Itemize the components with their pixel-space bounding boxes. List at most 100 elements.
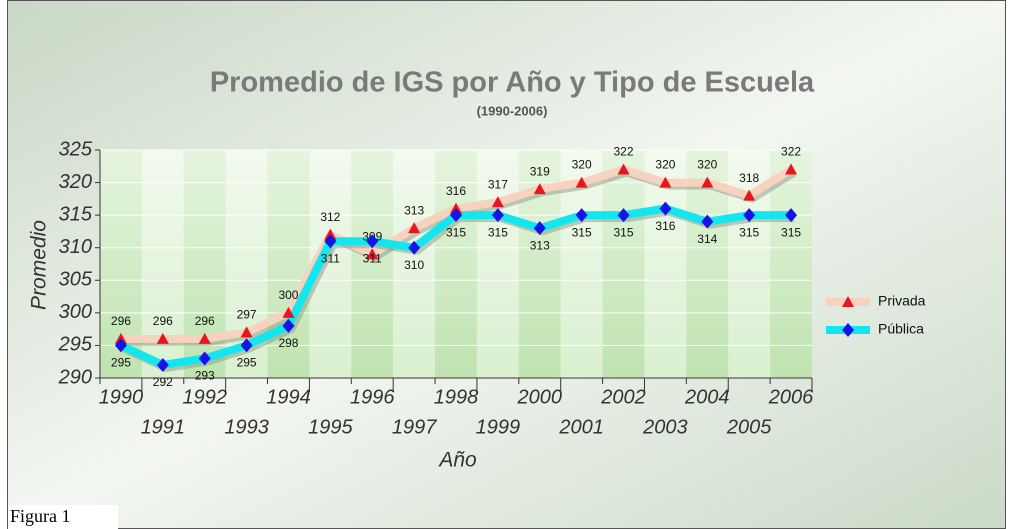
data-label: 315 — [614, 225, 634, 239]
marker — [491, 208, 504, 223]
marker — [701, 214, 714, 229]
x-tick-label: 1991 — [141, 416, 186, 438]
data-label: 318 — [739, 171, 759, 185]
y-tick-label: 295 — [58, 334, 93, 356]
data-label: 312 — [320, 210, 340, 224]
data-label: 296 — [195, 314, 215, 328]
marker — [282, 306, 295, 318]
marker — [575, 176, 588, 188]
data-label: 311 — [363, 251, 382, 265]
plot-band — [435, 150, 477, 378]
data-label: 313 — [404, 203, 424, 217]
plot-band — [393, 150, 436, 378]
marker — [617, 208, 630, 223]
caption-bg — [8, 505, 118, 529]
marker — [324, 234, 337, 249]
data-label: 310 — [404, 258, 424, 272]
x-tick-label: 2005 — [726, 416, 772, 438]
data-label: 317 — [488, 177, 508, 191]
y-tick-label: 320 — [59, 171, 92, 193]
x-tick-label: 1997 — [392, 416, 437, 438]
data-label: 320 — [572, 158, 592, 172]
y-tick-label: 310 — [59, 236, 92, 258]
chart-subtitle: (1990-2006) — [477, 103, 548, 118]
marker — [842, 296, 854, 307]
y-axis-label: Promedio — [28, 220, 51, 310]
x-tick-label: 1992 — [182, 386, 227, 408]
marker — [575, 208, 588, 223]
data-label: 292 — [153, 375, 173, 389]
marker — [533, 183, 546, 195]
data-label: 295 — [111, 356, 131, 370]
x-tick-label: 2000 — [517, 386, 563, 408]
marker — [450, 202, 462, 214]
data-label: 300 — [278, 288, 298, 302]
legend-label: Pública — [878, 321, 924, 337]
x-tick-label: 2006 — [768, 386, 814, 408]
marker — [324, 228, 337, 240]
y-tick-label: 315 — [59, 203, 93, 225]
y-tick-label: 305 — [59, 269, 93, 291]
data-label: 314 — [697, 232, 717, 246]
caption: Figura 1 — [10, 506, 71, 526]
x-tick-label: 1994 — [266, 386, 311, 408]
data-label: 315 — [572, 225, 592, 239]
marker — [198, 351, 211, 366]
marker — [282, 318, 295, 333]
data-label: 315 — [446, 225, 466, 239]
x-tick-label: 2001 — [558, 416, 604, 438]
x-tick-label: 2003 — [642, 416, 688, 438]
plot-band — [476, 150, 519, 378]
data-label: 320 — [655, 158, 675, 172]
marker — [366, 234, 379, 249]
data-label: 293 — [195, 369, 215, 383]
marker — [156, 357, 169, 372]
data-label: 296 — [153, 314, 173, 328]
marker — [114, 332, 127, 344]
data-label: 322 — [781, 145, 801, 159]
data-label: 315 — [739, 225, 759, 239]
plot-band — [351, 150, 394, 378]
x-tick-label: 1995 — [308, 416, 353, 438]
data-label: 322 — [614, 145, 634, 159]
x-tick-label: 2004 — [684, 386, 730, 408]
data-label: 297 — [237, 308, 257, 322]
plot-band — [602, 150, 645, 378]
y-tick-label: 290 — [58, 366, 92, 388]
marker — [785, 208, 798, 223]
data-label: 315 — [488, 225, 508, 239]
marker — [366, 248, 379, 260]
x-tick-label: 1993 — [224, 416, 269, 438]
data-label: 311 — [321, 251, 340, 265]
marker — [198, 332, 211, 344]
x-tick-label: 1990 — [99, 386, 144, 408]
data-label: 295 — [237, 356, 257, 370]
data-label: 298 — [278, 336, 298, 350]
x-tick-label: 1999 — [476, 416, 521, 438]
marker — [743, 208, 756, 223]
x-tick-label: 1996 — [350, 386, 395, 408]
data-label: 319 — [530, 164, 550, 178]
x-tick-label: 2002 — [600, 386, 646, 408]
data-label: 296 — [111, 314, 131, 328]
chart-title: Promedio de IGS por Año y Tipo de Escuel… — [210, 67, 815, 99]
marker — [785, 163, 798, 175]
legend-label: Privada — [878, 293, 926, 309]
marker — [533, 221, 546, 236]
marker — [659, 201, 672, 216]
marker — [240, 326, 253, 338]
x-axis-label: Año — [437, 449, 477, 472]
marker — [491, 196, 504, 208]
marker — [450, 208, 462, 223]
marker — [743, 189, 756, 201]
marker — [701, 176, 714, 188]
data-label: 320 — [697, 158, 717, 172]
marker — [156, 332, 169, 344]
data-label: 313 — [530, 238, 550, 252]
y-tick-label: 325 — [59, 138, 93, 160]
marker — [114, 338, 127, 353]
y-tick-label: 300 — [59, 301, 92, 323]
plot-band — [770, 150, 812, 378]
